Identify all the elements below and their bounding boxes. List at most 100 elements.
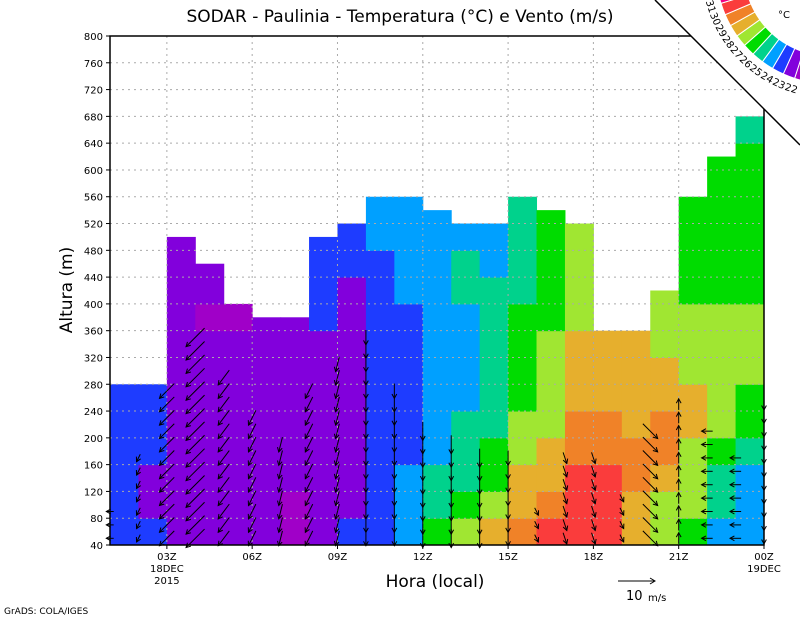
wind-vector — [363, 396, 369, 413]
wind-vector — [333, 477, 340, 494]
wind-vector — [217, 450, 230, 467]
temperature-cell — [564, 518, 594, 546]
wind-vector — [675, 397, 682, 410]
wind-vector — [217, 383, 230, 400]
temperature-cell — [479, 277, 509, 305]
temperature-cell — [252, 464, 282, 492]
temperature-cell — [650, 357, 680, 385]
temperature-cell — [422, 437, 452, 466]
wind-vector — [333, 370, 340, 386]
temperature-cell — [564, 437, 594, 466]
y-tick-label: 360 — [84, 327, 103, 338]
temperature-cell — [707, 250, 737, 278]
temperature-cell — [110, 411, 139, 439]
wind-vector — [363, 329, 369, 346]
wind-vector — [562, 479, 569, 492]
temperature-cell — [451, 330, 481, 358]
temperature-cell — [621, 330, 651, 358]
temperature-cell — [365, 196, 395, 225]
temperature-cell — [394, 357, 424, 385]
temperature-cell — [337, 384, 367, 412]
wind-vector — [562, 452, 569, 465]
x-tick-label: 12Z — [413, 552, 433, 563]
temperature-cell — [451, 491, 481, 519]
wind-vector — [135, 520, 141, 530]
wind-vector — [363, 517, 369, 534]
temperature-cell — [593, 330, 623, 358]
wind-vector — [675, 424, 682, 437]
temperature-cell — [309, 411, 338, 439]
temperature-cell — [479, 411, 509, 439]
colorbar-unit: °C — [778, 10, 790, 21]
temperature-cell — [735, 491, 765, 519]
wind-vector — [185, 434, 205, 455]
wind-vector — [505, 463, 511, 480]
wind-vector — [333, 463, 340, 480]
temperature-cell — [707, 303, 737, 332]
wind-vector — [505, 504, 511, 520]
temperature-cell — [110, 491, 139, 519]
wind-vector — [135, 507, 141, 517]
temperature-cell — [735, 464, 765, 492]
wind-vector — [363, 437, 369, 453]
wind-vector — [247, 490, 257, 507]
temperature-cell — [621, 437, 651, 466]
temperature-cell — [564, 411, 594, 439]
temperature-cell — [593, 491, 623, 519]
wind-vector — [391, 396, 398, 413]
wind-vector — [642, 476, 659, 493]
y-tick-label: 40 — [90, 541, 103, 552]
temperature-cell — [166, 491, 196, 519]
wind-vector — [700, 508, 713, 515]
reference-vector: 10 m/s — [618, 577, 666, 604]
temperature-cell — [309, 330, 338, 358]
temperature-cell — [195, 357, 225, 385]
colorbar-label: 30 — [707, 11, 722, 27]
y-tick-label: 200 — [84, 434, 103, 445]
wind-vector — [333, 356, 340, 373]
wind-vector — [391, 383, 398, 400]
temperature-cell — [394, 196, 424, 225]
wind-vector — [642, 423, 659, 440]
temperature-cell — [451, 464, 481, 492]
wind-vector — [185, 408, 205, 428]
temperature-cell — [508, 491, 538, 519]
wind-vector — [333, 423, 340, 440]
wind-vector — [333, 396, 340, 413]
wind-vector — [728, 495, 742, 501]
temperature-cell — [451, 223, 481, 251]
y-tick-label: 640 — [84, 139, 103, 150]
wind-vector — [158, 476, 175, 493]
temperature-cell — [110, 464, 139, 492]
wind-vector — [304, 383, 314, 400]
wind-vector — [675, 504, 682, 518]
wind-vector — [642, 450, 659, 467]
wind-vector — [505, 490, 511, 507]
temperature-cell — [252, 357, 282, 385]
temperature-cell — [564, 223, 594, 251]
temperature-cell — [508, 437, 538, 466]
temperature-cell — [451, 518, 481, 546]
y-tick-label: 720 — [84, 86, 103, 97]
temperature-cell — [536, 357, 566, 385]
temperature-cell — [422, 411, 452, 439]
temperature-cell — [309, 518, 338, 546]
temperature-cell — [280, 317, 310, 332]
wind-vector — [675, 531, 682, 544]
temperature-cell — [593, 357, 623, 385]
temperature-cell — [536, 437, 566, 466]
temperature-cell — [394, 303, 424, 332]
temperature-cell — [707, 437, 737, 466]
wind-vector — [217, 503, 230, 520]
temperature-cell — [394, 277, 424, 305]
x-tick-label: 15Z — [498, 552, 518, 563]
wind-vector — [217, 410, 230, 426]
wind-vector — [533, 520, 540, 530]
wind-vector — [277, 463, 283, 480]
wind-vector — [304, 396, 314, 413]
wind-vector — [185, 394, 205, 415]
wind-vector — [700, 468, 713, 475]
wind-vector — [562, 505, 569, 519]
wind-vector — [304, 410, 314, 427]
colorbar-label: 22 — [783, 82, 799, 96]
